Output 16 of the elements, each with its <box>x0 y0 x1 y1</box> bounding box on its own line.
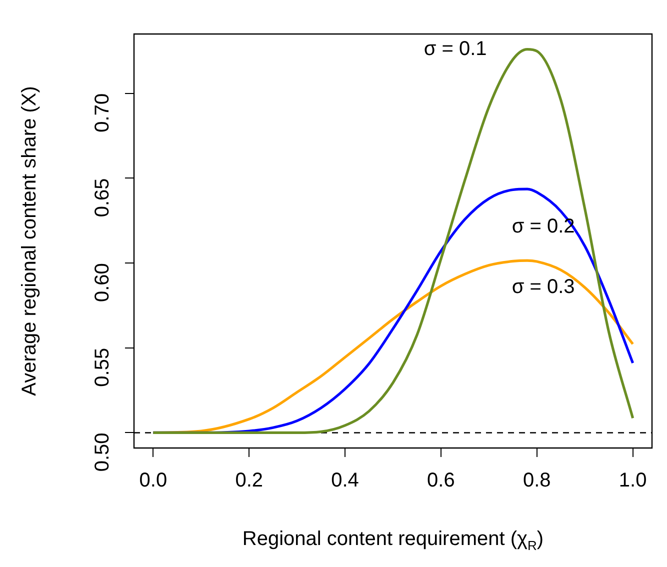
series-label: σ = 0.2 <box>512 216 575 238</box>
y-axis-title: Average regional content share (X) <box>18 86 41 396</box>
series-label: σ = 0.1 <box>424 38 487 60</box>
x-tick-label: 0.2 <box>235 470 264 492</box>
x-tick-label: 0.6 <box>427 470 455 492</box>
y-tick-label: 0.70 <box>92 93 114 132</box>
x-tick-label: 0.0 <box>139 470 168 492</box>
x-tick-label: 0.4 <box>331 470 359 492</box>
y-tick-label: 0.55 <box>92 348 114 387</box>
y-tick-label: 0.50 <box>92 432 114 472</box>
series-label: σ = 0.3 <box>512 276 575 298</box>
x-tick-label: 1.0 <box>618 470 647 492</box>
y-tick-label: 0.60 <box>92 263 114 302</box>
x-tick-label: 0.8 <box>522 470 551 492</box>
y-tick-label: 0.65 <box>92 178 114 218</box>
x-axis-title: Regional content requirement (χ$_{R}$) <box>241 528 545 553</box>
